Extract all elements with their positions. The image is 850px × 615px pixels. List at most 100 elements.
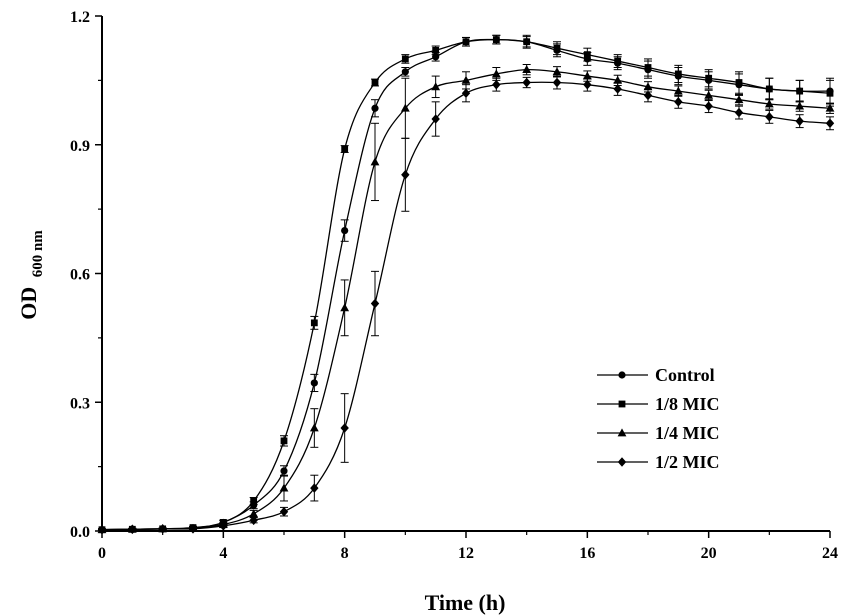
data-point bbox=[219, 521, 228, 531]
data-point bbox=[643, 82, 653, 91]
data-point bbox=[371, 79, 379, 86]
y-tick-label: 0.9 bbox=[70, 138, 90, 155]
legend-label: Control bbox=[655, 365, 715, 385]
data-point bbox=[582, 71, 592, 80]
data-point bbox=[523, 38, 531, 46]
x-axis-title: Time (h) bbox=[425, 590, 506, 615]
legend-item-1-2-mic: 1/2 MIC bbox=[597, 452, 720, 472]
data-point bbox=[522, 77, 531, 88]
y-axis-title-main: OD bbox=[16, 287, 41, 320]
data-point bbox=[341, 226, 349, 235]
y-tick-label: 1.2 bbox=[70, 9, 90, 26]
data-point bbox=[492, 36, 500, 44]
data-point bbox=[491, 69, 501, 78]
data-point bbox=[309, 423, 319, 432]
series-line bbox=[101, 81, 831, 531]
data-point bbox=[158, 524, 167, 534]
data-point bbox=[280, 467, 288, 475]
data-point bbox=[552, 67, 562, 76]
data-point bbox=[279, 506, 289, 517]
data-point bbox=[825, 103, 835, 112]
x-tick-label: 20 bbox=[701, 545, 717, 562]
data-point bbox=[310, 379, 318, 387]
legend-marker bbox=[617, 457, 627, 467]
data-point bbox=[371, 104, 379, 112]
data-point bbox=[735, 79, 743, 86]
data-point bbox=[401, 55, 409, 63]
data-point bbox=[249, 509, 259, 518]
x-tick-label: 4 bbox=[219, 545, 227, 562]
data-point bbox=[734, 107, 744, 118]
data-point bbox=[644, 64, 652, 71]
data-point bbox=[795, 116, 804, 126]
data-point bbox=[310, 483, 319, 493]
series-line bbox=[101, 38, 831, 531]
data-point bbox=[341, 145, 349, 153]
legend-item-1-8-mic: 1/8 MIC bbox=[597, 394, 720, 414]
legend-marker bbox=[617, 428, 627, 437]
series-line bbox=[101, 38, 831, 531]
x-tick-label: 16 bbox=[579, 545, 595, 562]
data-point bbox=[765, 112, 774, 122]
data-point bbox=[431, 114, 440, 124]
series-control bbox=[98, 34, 834, 534]
data-point bbox=[583, 79, 592, 90]
y-axis-title: OD 600 nm bbox=[16, 230, 46, 320]
y-tick-label: 0.6 bbox=[70, 267, 90, 284]
legend-marker bbox=[618, 400, 626, 408]
data-point bbox=[279, 483, 289, 492]
data-point bbox=[704, 90, 714, 99]
legend-label: 1/4 MIC bbox=[655, 423, 720, 443]
data-point bbox=[674, 70, 682, 78]
data-point bbox=[643, 90, 653, 101]
data-point bbox=[461, 75, 471, 84]
data-point bbox=[431, 82, 441, 91]
data-point bbox=[613, 75, 623, 84]
y-tick-label: 0.0 bbox=[70, 524, 90, 541]
legend-item-control: Control bbox=[597, 365, 715, 385]
data-point bbox=[461, 88, 471, 99]
y-tick-label: 0.3 bbox=[70, 395, 90, 412]
data-point bbox=[340, 423, 349, 433]
data-point bbox=[613, 84, 622, 94]
series-1-4-mic bbox=[97, 63, 835, 534]
data-point bbox=[370, 298, 380, 309]
data-point bbox=[370, 157, 380, 166]
data-point bbox=[250, 497, 258, 505]
data-point bbox=[492, 79, 501, 90]
legend-marker bbox=[618, 371, 626, 379]
data-point bbox=[614, 57, 622, 65]
data-point bbox=[673, 86, 683, 95]
data-point bbox=[340, 303, 350, 312]
x-tick-label: 0 bbox=[98, 545, 106, 562]
x-tick-label: 8 bbox=[341, 545, 349, 562]
data-point bbox=[462, 38, 470, 46]
data-point bbox=[796, 87, 804, 95]
data-point bbox=[401, 68, 409, 76]
data-point bbox=[522, 65, 532, 74]
series-1-8-mic bbox=[98, 34, 834, 534]
data-point bbox=[400, 103, 410, 112]
x-tick-label: 12 bbox=[458, 545, 474, 562]
legend-label: 1/8 MIC bbox=[655, 394, 720, 414]
data-point bbox=[280, 437, 288, 445]
data-point bbox=[97, 524, 107, 535]
data-point bbox=[128, 524, 137, 535]
data-point bbox=[825, 118, 835, 129]
data-point bbox=[704, 101, 713, 111]
data-point bbox=[401, 169, 410, 180]
legend-item-1-4-mic: 1/4 MIC bbox=[597, 423, 720, 443]
data-point bbox=[734, 95, 744, 104]
legend: Control 1/8 MIC 1/4 MIC 1/2 MIC bbox=[597, 365, 720, 472]
data-point bbox=[795, 101, 805, 110]
series-layer bbox=[97, 34, 835, 535]
data-point bbox=[249, 515, 258, 526]
data-point bbox=[705, 74, 713, 82]
axes: 0 4 8 12 16 20 24 0.0 0.3 0.6 0.9 1.2 bbox=[70, 9, 838, 562]
data-point bbox=[432, 46, 440, 54]
data-point bbox=[764, 99, 774, 108]
data-point bbox=[674, 97, 683, 107]
series-line bbox=[101, 68, 831, 531]
data-point bbox=[553, 44, 561, 52]
